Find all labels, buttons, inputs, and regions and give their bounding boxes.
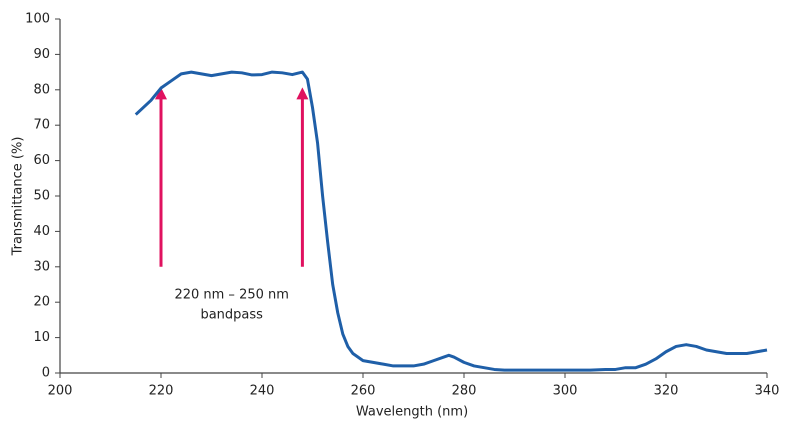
annotation-text: bandpass	[200, 308, 263, 323]
x-tick-label: 240	[250, 384, 275, 399]
x-tick-label: 220	[149, 384, 174, 399]
y-tick-label: 30	[33, 259, 50, 274]
y-tick-label: 20	[33, 295, 50, 310]
y-tick-label: 90	[33, 47, 50, 62]
y-tick-label: 60	[33, 153, 50, 168]
x-tick-label: 280	[452, 384, 477, 399]
y-axis-label: Transmittance (%)	[11, 137, 26, 257]
x-tick-label: 200	[48, 384, 73, 399]
x-tick-label: 320	[654, 384, 679, 399]
y-tick-label: 100	[25, 12, 50, 27]
y-tick-label: 40	[33, 224, 50, 239]
x-tick-label: 340	[755, 384, 780, 399]
x-axis-label: Wavelength (nm)	[356, 405, 468, 420]
y-tick-label: 50	[33, 189, 50, 204]
y-tick-label: 80	[33, 82, 50, 97]
y-tick-label: 70	[33, 118, 50, 133]
data-line	[134, 70, 768, 372]
x-tick-label: 260	[351, 384, 376, 399]
annotation-text: 220 nm – 250 nm	[174, 288, 288, 303]
y-tick-label: 10	[33, 330, 50, 345]
y-tick-label: 0	[42, 366, 50, 381]
x-tick-label: 300	[553, 384, 578, 399]
